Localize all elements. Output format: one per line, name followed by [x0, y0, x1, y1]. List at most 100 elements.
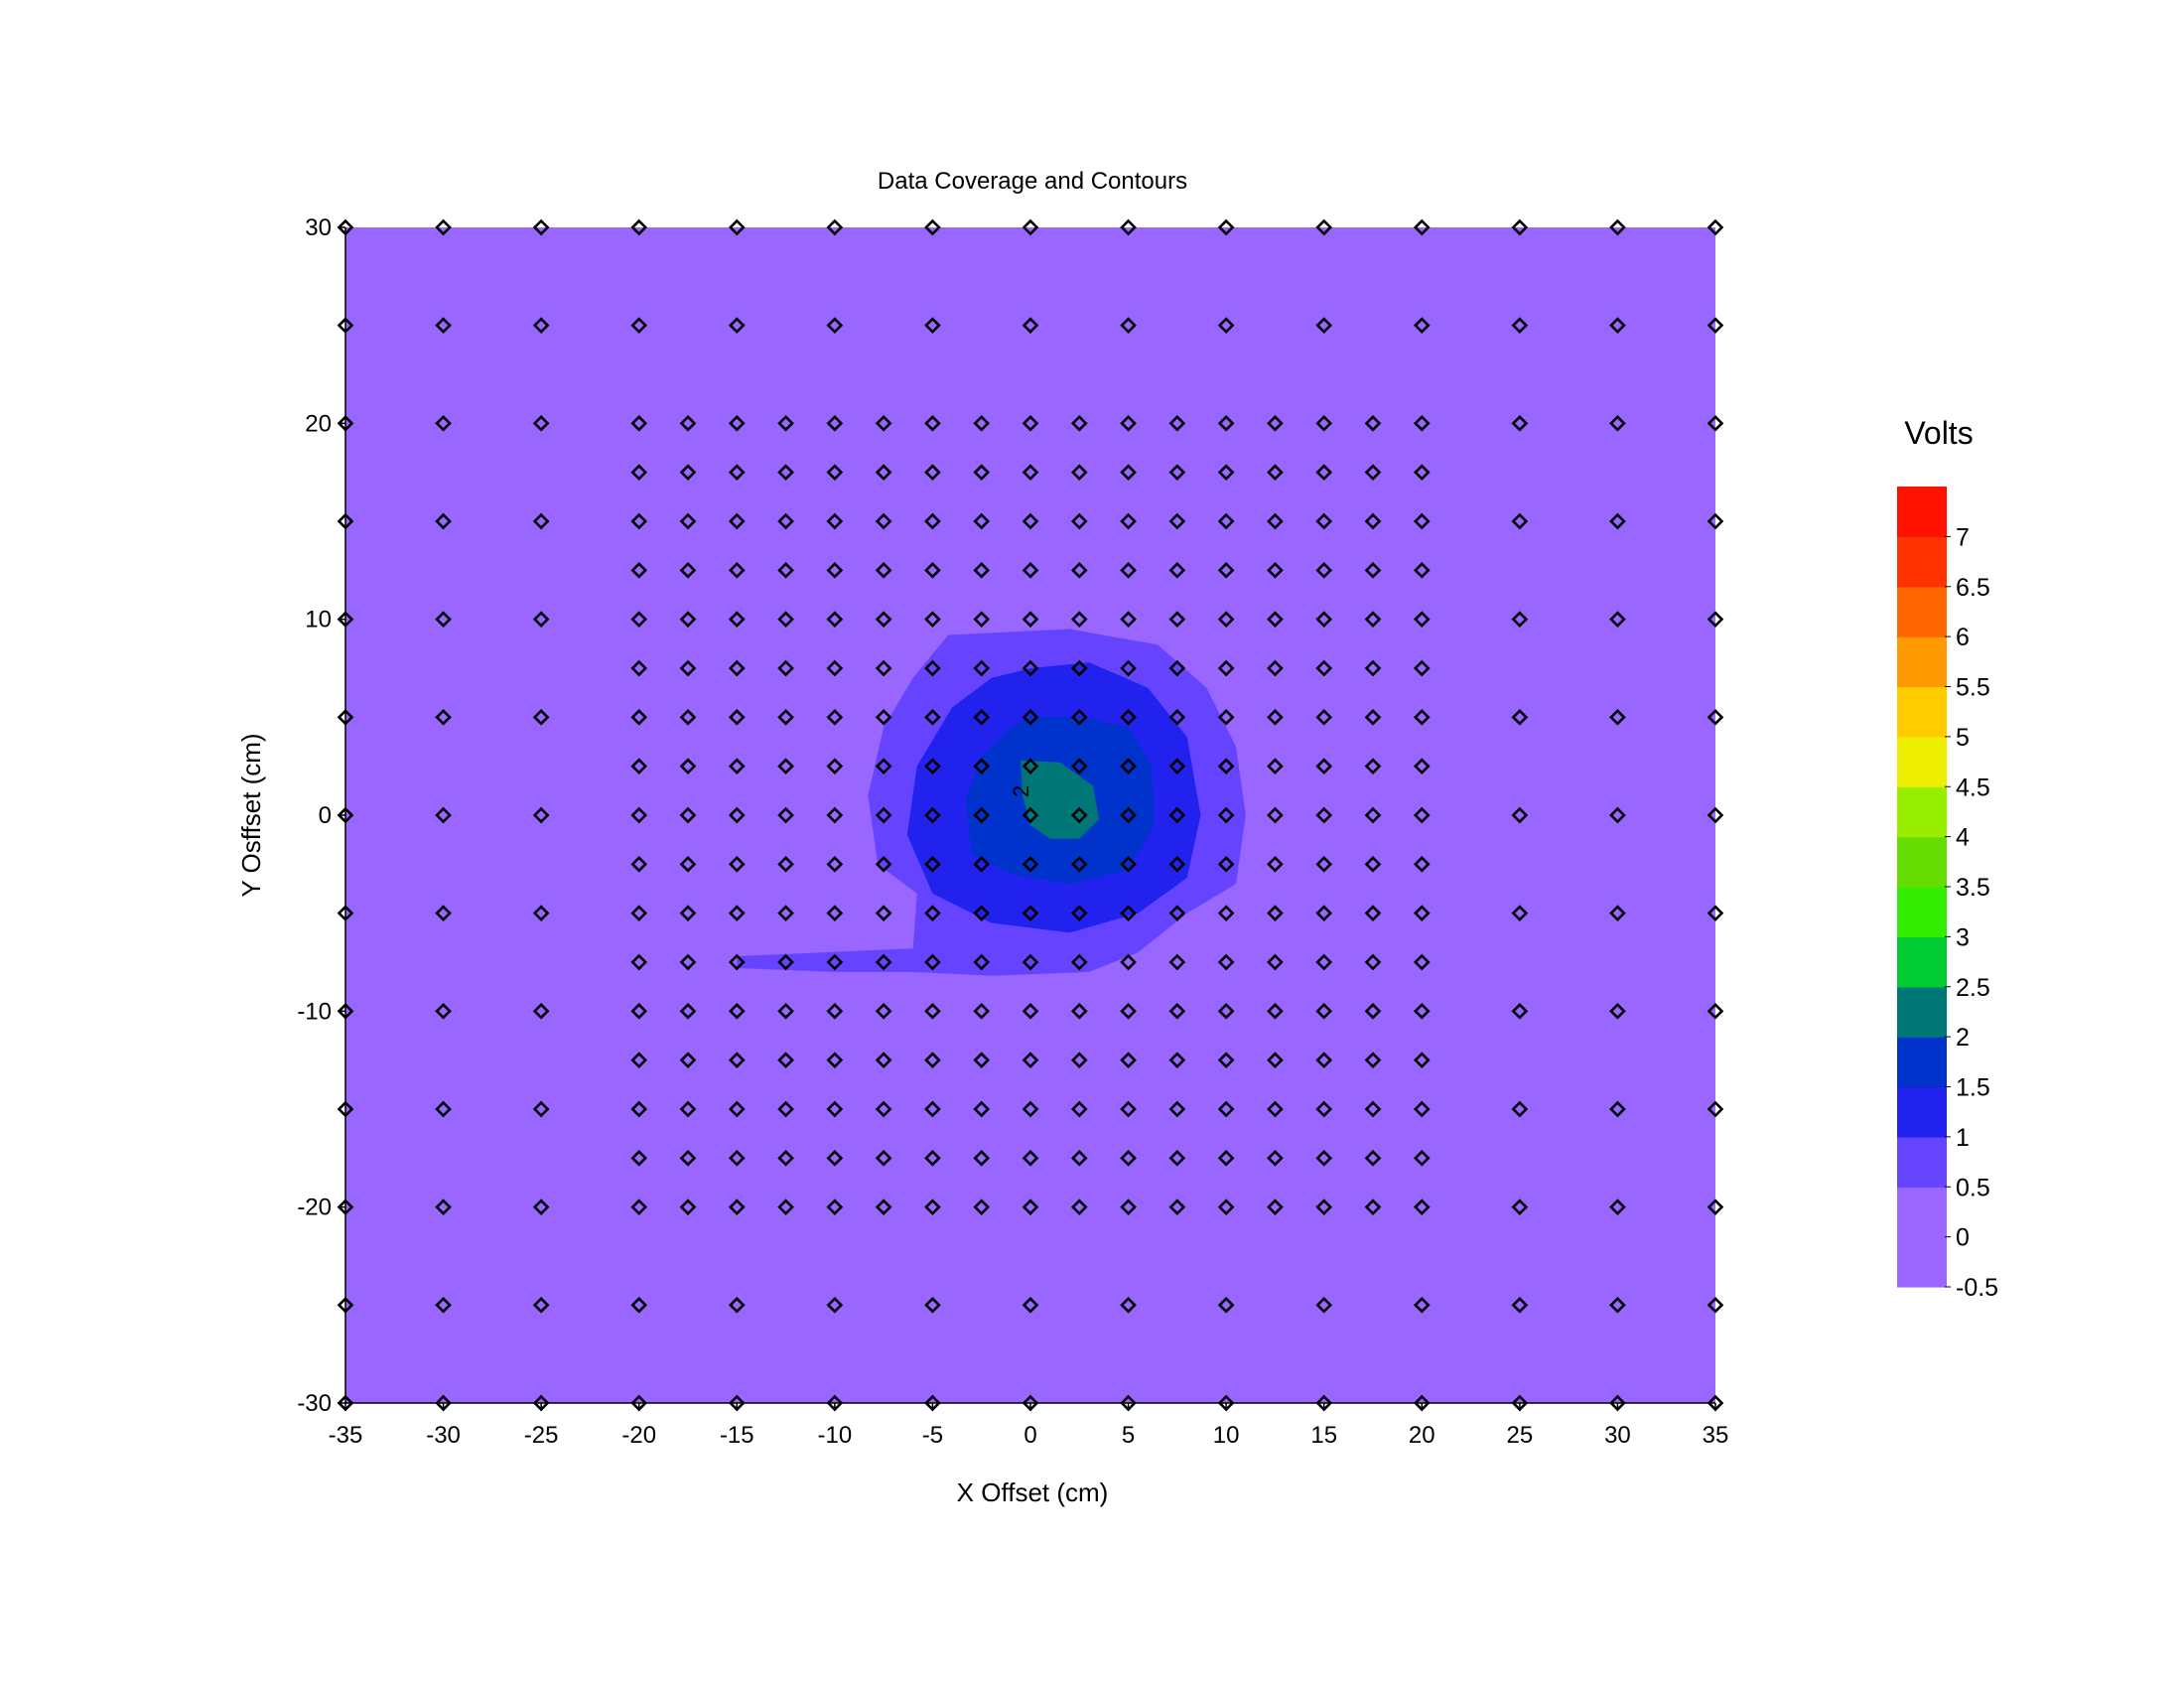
data-point	[1315, 855, 1333, 873]
data-point	[1070, 806, 1088, 824]
data-point	[1168, 512, 1186, 530]
data-point	[728, 659, 746, 677]
data-point	[973, 855, 991, 873]
data-point	[777, 855, 794, 873]
data-point	[1217, 464, 1235, 482]
x-axis: -35 -30 -25 -20 -15 -10 -5 0 5 10 15 20 25 30 35	[329, 1402, 1728, 1449]
data-point	[777, 611, 794, 629]
data-point	[1022, 806, 1039, 824]
data-point	[728, 512, 746, 530]
data-point	[1120, 414, 1137, 432]
data-point	[1217, 708, 1235, 726]
data-point	[1315, 659, 1333, 677]
data-point	[435, 1296, 452, 1314]
data-point	[679, 708, 697, 726]
x-tick-label: -30	[426, 1422, 461, 1449]
data-point	[1168, 953, 1186, 971]
data-point	[1413, 512, 1431, 530]
data-point	[1217, 218, 1235, 236]
x-tick-label: -15	[720, 1422, 754, 1449]
data-point	[1364, 1198, 1382, 1216]
data-point	[630, 1052, 648, 1069]
data-point	[630, 1198, 648, 1216]
data-point	[1168, 806, 1186, 824]
data-point	[973, 758, 991, 775]
data-point	[435, 806, 452, 824]
data-point	[1217, 611, 1235, 629]
x-tick-label: 30	[1604, 1422, 1631, 1449]
data-point	[1022, 1149, 1039, 1167]
data-point	[630, 1149, 648, 1167]
data-point	[1413, 218, 1431, 236]
data-point	[1217, 905, 1235, 922]
data-point	[532, 218, 550, 236]
data-point	[875, 905, 892, 922]
legend-swatch	[1897, 586, 1947, 637]
data-point	[1022, 1100, 1039, 1118]
data-point	[1267, 611, 1284, 629]
data-point	[1120, 953, 1137, 971]
data-point	[1315, 758, 1333, 775]
data-point	[1022, 953, 1039, 971]
data-point	[1217, 1149, 1235, 1167]
legend-swatch	[1897, 1136, 1947, 1188]
data-point	[1706, 806, 1724, 824]
data-point	[1022, 708, 1039, 726]
data-point	[826, 414, 844, 432]
x-tick-label: 5	[1122, 1422, 1135, 1449]
data-point	[679, 758, 697, 775]
data-point	[1413, 905, 1431, 922]
data-point	[679, 1149, 697, 1167]
data-point	[826, 611, 844, 629]
data-point	[1267, 855, 1284, 873]
legend-label: 4	[1956, 824, 1970, 852]
data-point	[1511, 905, 1529, 922]
legend-swatch	[1897, 1187, 1947, 1238]
data-point	[728, 1296, 746, 1314]
data-point	[630, 1296, 648, 1314]
data-point	[728, 561, 746, 579]
data-point	[1511, 317, 1529, 335]
legend-label: 3.5	[1956, 874, 1990, 902]
data-point	[679, 1052, 697, 1069]
data-point	[1267, 1100, 1284, 1118]
data-point	[435, 905, 452, 922]
data-point	[728, 414, 746, 432]
data-point	[1267, 758, 1284, 775]
data-point	[826, 855, 844, 873]
data-point	[1168, 464, 1186, 482]
legend-label: 2	[1956, 1024, 1970, 1052]
data-point	[1217, 1052, 1235, 1069]
data-point	[1511, 1296, 1529, 1314]
data-point	[679, 953, 697, 971]
data-point	[1413, 1100, 1431, 1118]
data-point	[875, 1198, 892, 1216]
data-point	[1609, 1100, 1626, 1118]
data-point	[1070, 1149, 1088, 1167]
contour-label: 2	[1009, 785, 1033, 797]
data-point	[1022, 1002, 1039, 1020]
data-point	[973, 659, 991, 677]
data-point	[1315, 1296, 1333, 1314]
data-point	[826, 708, 844, 726]
legend-label: 2.5	[1956, 974, 1990, 1002]
data-point	[1022, 611, 1039, 629]
data-point	[826, 659, 844, 677]
y-axis-label: Y Osffset (cm)	[236, 733, 266, 897]
data-point	[777, 561, 794, 579]
legend-swatch	[1897, 536, 1947, 588]
x-tick-label: -10	[818, 1422, 853, 1449]
data-point	[1413, 855, 1431, 873]
data-point	[532, 414, 550, 432]
data-point	[679, 855, 697, 873]
x-tick-label: -5	[922, 1422, 943, 1449]
data-point	[1070, 611, 1088, 629]
data-point	[1413, 1198, 1431, 1216]
data-point	[679, 659, 697, 677]
data-point	[1168, 905, 1186, 922]
data-point	[1511, 611, 1529, 629]
data-point	[1168, 1198, 1186, 1216]
data-point	[630, 953, 648, 971]
data-point	[630, 512, 648, 530]
data-point	[777, 806, 794, 824]
